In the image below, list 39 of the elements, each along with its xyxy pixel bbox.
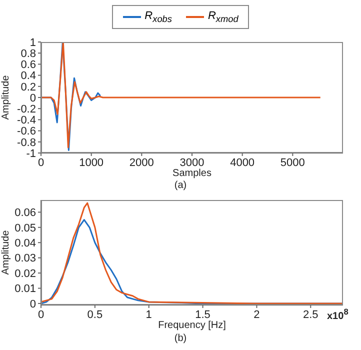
y-tick-label: 0.4 [20,70,36,82]
x-tick-label: 1000 [79,156,104,169]
x-tick-label: 3000 [180,156,204,169]
x-tick-label: 0.5 [87,308,103,321]
text: (a) [174,180,187,191]
y-tick-label: -0.6 [17,126,36,138]
y-tick-label: -1 [26,148,36,160]
y-tick-label: 0 [30,92,36,104]
y-tick-label: 0.6 [20,59,36,72]
y-tick-label: -0.4 [17,114,36,127]
y-tick-label: 0.06 [14,207,36,220]
legend-label: R$_{xobs}$ [144,10,172,24]
x-tick-label: 2 [254,308,260,321]
x-axis-title: Samples [172,168,212,179]
text: (b) [174,333,187,344]
y-tick-label: 0.2 [20,81,36,94]
y-tick-label: 0.05 [14,222,36,234]
y-tick-label: 0.8 [20,48,36,60]
y-tick-label: -0.8 [17,136,36,149]
x-tick-label: 1 [146,308,152,321]
x-tick-label: 4000 [230,156,255,169]
y-axis-title: Amplitude [0,230,12,275]
x-tick-label: 1.5 [195,308,210,321]
x-tick-label: 0 [38,156,44,169]
y-tick-label: 0.04 [14,238,36,250]
y-tick-label: -0.2 [17,104,36,116]
y-tick-label: 0.01 [14,283,36,296]
y-tick-label: 0.02 [14,268,36,280]
y-axis-title: Amplitude [0,74,12,120]
x-tick-label: 0 [38,308,44,321]
x-tick-label: 5000 [280,156,305,169]
x-tick-label: 2.5 [302,308,318,321]
x-tick-label: 2000 [129,156,154,169]
y-tick-label: 1 [30,36,36,49]
x-axis-title: Frequency [Hz] [158,320,226,331]
legend-label: R$_{xmod}$ [208,10,238,24]
y-tick-label: 0 [30,298,36,310]
y-tick-label: 0.03 [14,252,36,265]
text: x10$^{8}$ [327,307,348,322]
